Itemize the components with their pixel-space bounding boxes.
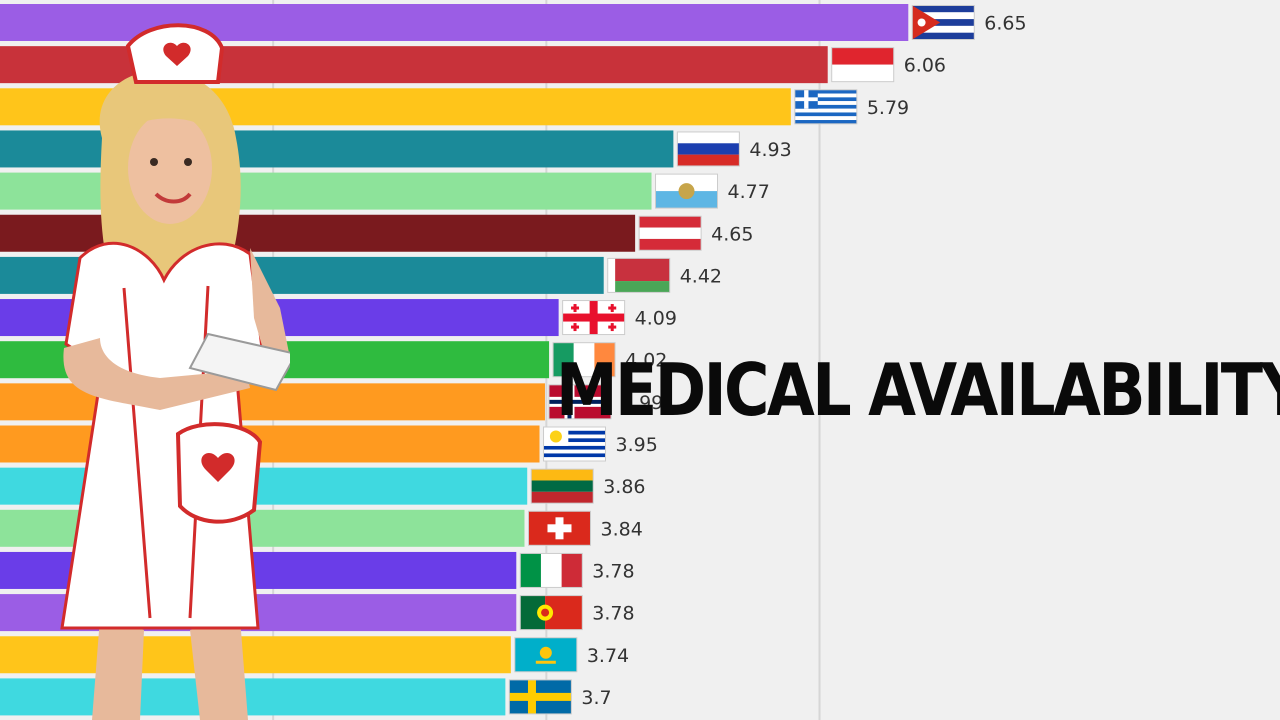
flag-lithuania-icon — [530, 468, 594, 504]
flag-norway-icon — [548, 384, 612, 420]
value-label-san-marino: 4.77 — [728, 181, 770, 203]
flag-kazakhstan-icon — [514, 637, 578, 673]
value-label-portugal: 3.78 — [592, 603, 634, 625]
flag-cuba-icon — [911, 5, 975, 40]
flag-austria-icon — [638, 215, 702, 251]
value-label-indonesia: 6.06 — [904, 55, 946, 77]
value-label-russia: 4.93 — [749, 139, 791, 161]
bar-row-sweden: 3.7 — [0, 678, 612, 716]
flag-russia-icon — [676, 131, 740, 167]
flag-indonesia-icon — [831, 47, 895, 83]
value-label-sweden: 3.7 — [581, 687, 611, 709]
flag-san-marino-icon — [655, 173, 719, 209]
flag-sweden-icon — [508, 679, 572, 715]
value-label-georgia: 4.09 — [635, 308, 677, 330]
value-label-austria: 4.65 — [711, 223, 753, 245]
flag-portugal-icon — [519, 595, 583, 631]
value-label-uruguay: 3.95 — [616, 434, 658, 456]
value-label-switzerland: 3.84 — [600, 518, 642, 540]
flag-greece-icon — [794, 89, 858, 125]
value-label-cuba: 6.65 — [984, 13, 1026, 35]
value-label-kazakhstan: 3.74 — [587, 645, 629, 667]
flag-switzerland-icon — [527, 510, 591, 546]
value-label-italy: 3.78 — [592, 560, 634, 582]
bar-sweden — [0, 678, 506, 716]
flag-italy-icon — [519, 552, 583, 588]
flag-ireland-icon — [552, 342, 616, 378]
flag-uruguay-icon — [543, 426, 607, 462]
bar-kazakhstan — [0, 636, 511, 674]
value-label-norway: 3.99 — [621, 392, 663, 414]
value-label-ireland: 4.02 — [625, 350, 667, 372]
value-label-belarus: 4.42 — [680, 265, 722, 287]
bar-row-kazakhstan: 3.74 — [0, 636, 629, 674]
page-headline: MEDICAL AVAILABILITY — [556, 348, 1280, 432]
flag-georgia-icon — [562, 300, 626, 336]
value-label-lithuania: 3.86 — [603, 476, 645, 498]
nurse-figure-image — [60, 23, 290, 720]
value-label-greece: 5.79 — [867, 97, 909, 119]
flag-belarus-icon — [607, 257, 671, 293]
